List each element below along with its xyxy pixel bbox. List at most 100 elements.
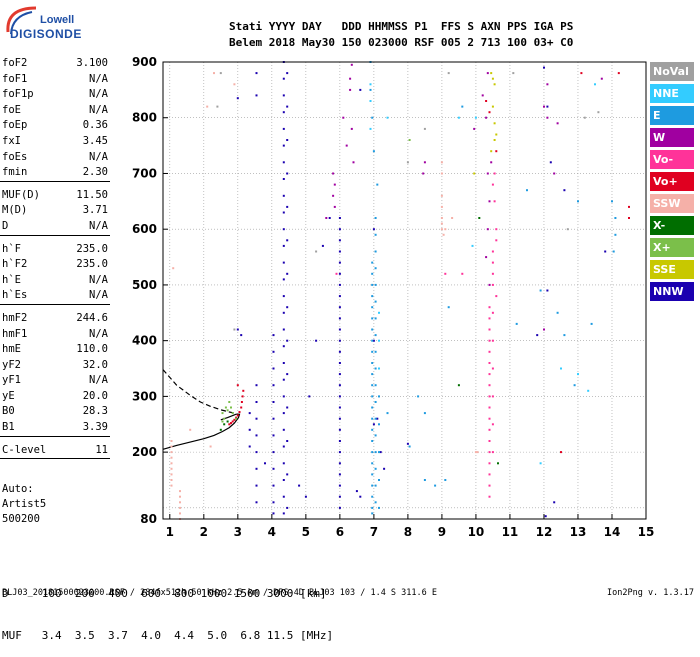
echo-point (476, 451, 479, 454)
echo-point (422, 172, 425, 175)
echo-point (338, 306, 341, 309)
logo-swoosh-inner-icon (10, 11, 33, 35)
x-tick-label: 1 (166, 525, 174, 539)
echo-point (172, 267, 175, 270)
echo-point (345, 144, 348, 147)
x-tick-label: 7 (370, 525, 378, 539)
echo-point (491, 339, 494, 342)
echo-point (580, 72, 583, 75)
legend-item-noval: NoVal (650, 62, 694, 81)
echo-point (493, 139, 496, 141)
echo-point (338, 250, 341, 253)
y-tick-label: 900 (132, 55, 157, 69)
parameter-name: hmE (2, 343, 21, 356)
echo-point (372, 339, 375, 342)
parameter-value: 3.100 (76, 57, 108, 69)
echo-point (536, 334, 539, 337)
echo-point (488, 111, 491, 114)
echo-point (272, 512, 275, 515)
echo-point (333, 205, 336, 208)
echo-point (371, 506, 374, 509)
echo-point (493, 172, 496, 175)
muf-row: MUF 3.4 3.5 3.7 4.0 4.4 5.0 6.8 11.5 [MH… (2, 629, 334, 642)
echo-point (179, 512, 181, 515)
y-tick-label: 80 (140, 512, 157, 526)
echo-point (233, 418, 236, 421)
parameter-row: h`E N/A (0, 273, 110, 289)
profile-curves (162, 369, 241, 450)
parameter-value: 28.3 (82, 405, 108, 418)
echo-point (338, 373, 341, 376)
footer-file-info: BLJ03_20181500023000.RSF / 284fx512h 50 … (2, 588, 437, 598)
echo-point (471, 244, 474, 247)
echo-point (486, 228, 489, 231)
echo-point (333, 183, 336, 186)
echo-point (315, 250, 318, 253)
echo-point (371, 350, 374, 353)
echo-point (488, 350, 491, 353)
echo-point (371, 440, 374, 442)
echo-point (338, 261, 341, 264)
parameter-row: B0 28.3 (0, 404, 110, 420)
echo-point (374, 350, 377, 353)
echo-point (423, 127, 426, 130)
echo-point (488, 200, 491, 203)
echo-point (170, 484, 173, 487)
echo-point (286, 205, 289, 208)
echo-point (349, 88, 352, 91)
echo-point (512, 72, 515, 75)
echo-point (371, 261, 374, 264)
echo-point (371, 417, 374, 420)
echo-point (286, 339, 289, 342)
legend-item-x: X- (650, 216, 694, 235)
y-tick-label: 600 (132, 222, 157, 236)
auto-software: Artist5 (2, 498, 47, 510)
echo-point (236, 414, 239, 417)
footer-version: Ion2Png v. 1.3.17 (607, 588, 694, 598)
auto-version: 500200 (2, 513, 40, 525)
echo-point (628, 217, 630, 219)
echo-point (491, 105, 494, 108)
echo-point (488, 328, 491, 331)
echo-point (338, 317, 341, 320)
electron-density-profile-line (162, 413, 241, 450)
parameter-name: h`F2 (2, 258, 28, 271)
x-tick-label: 12 (536, 525, 553, 539)
echo-point (374, 384, 377, 387)
echo-point (235, 416, 238, 419)
echo-point (371, 283, 374, 286)
echo-point (423, 479, 426, 481)
echo-point (248, 445, 251, 448)
echo-point (543, 328, 545, 331)
y-tick-label: 400 (132, 334, 157, 348)
parameter-value: N/A (89, 289, 108, 302)
parameter-name: foF2 (2, 57, 28, 69)
echo-point (544, 515, 547, 518)
echo-point (447, 306, 450, 309)
echo-point (282, 144, 285, 147)
echo-point (359, 88, 362, 91)
echo-point (386, 412, 389, 415)
echo-point (240, 334, 243, 337)
echo-point (546, 116, 549, 119)
echo-point (488, 395, 491, 398)
echo-point (255, 384, 258, 387)
echo-point (440, 205, 443, 208)
echo-points (170, 61, 630, 520)
echo-point (338, 440, 341, 442)
legend-item-nnw: NNW (650, 282, 694, 301)
echo-point (209, 445, 212, 448)
echo-point (485, 256, 488, 259)
echo-point (282, 345, 285, 348)
echo-point (282, 512, 285, 515)
echo-point (371, 395, 374, 398)
echo-point (236, 97, 239, 100)
echo-point (378, 423, 380, 426)
echo-point (371, 339, 374, 342)
echo-point (338, 283, 341, 286)
echo-point (423, 161, 426, 164)
echo-point (573, 384, 576, 387)
echo-point (282, 244, 285, 247)
echo-point (282, 127, 285, 130)
echo-point (355, 490, 358, 493)
